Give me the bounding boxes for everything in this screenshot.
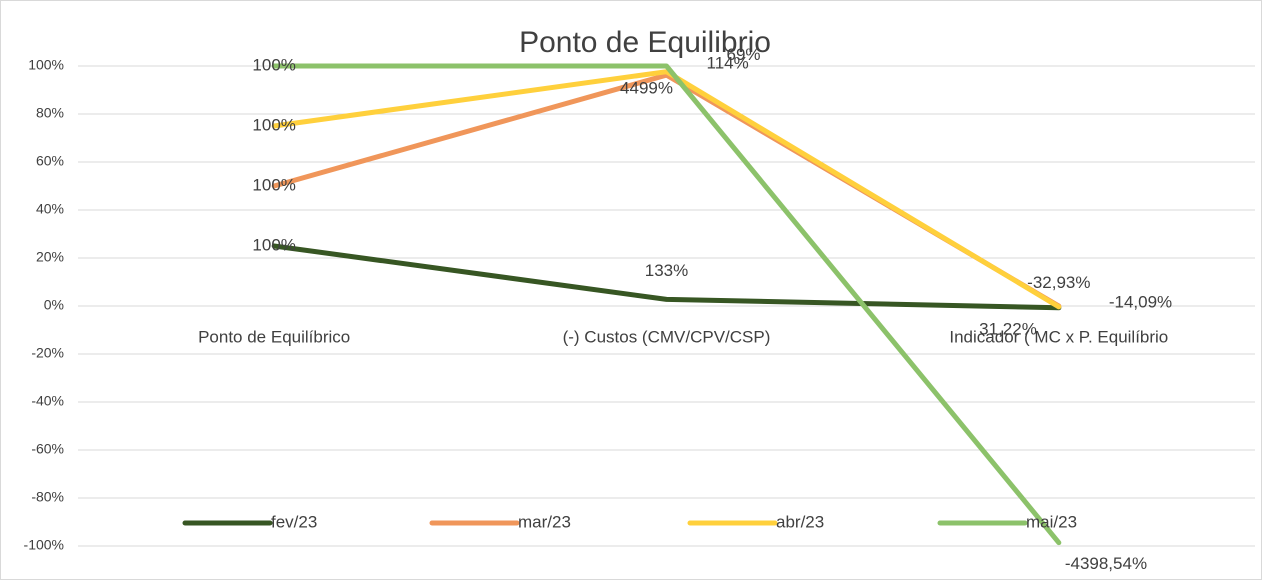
legend-label: fev/23 (271, 512, 317, 531)
x-tick-label: Indicador ( MC x P. Equilíbrio (949, 327, 1168, 346)
data-label: 133% (645, 261, 688, 280)
data-label: 114% (707, 53, 749, 72)
data-label: -32,93% (1027, 273, 1090, 292)
series-line (271, 243, 1062, 311)
y-tick-label: -60% (31, 441, 64, 457)
y-tick-label: 60% (36, 153, 64, 169)
x-tick-label: (-) Custos (CMV/CPV/CSP) (563, 327, 771, 346)
data-label: -14,09% (1109, 292, 1172, 311)
y-tick-label: 40% (36, 201, 64, 217)
legend-label: mai/23 (1026, 512, 1077, 531)
data-label: 100% (252, 175, 295, 194)
data-label: 100% (252, 55, 295, 74)
series-line (271, 69, 1062, 310)
data-label: 100% (252, 115, 295, 134)
y-tick-label: 80% (36, 105, 64, 121)
series-line (271, 63, 1062, 546)
data-label: 69% (727, 45, 761, 64)
data-label: 31,22% (979, 320, 1037, 339)
y-tick-label: -80% (31, 489, 64, 505)
y-tick-label: -100% (24, 537, 64, 553)
data-label: 4499% (620, 79, 673, 98)
y-tick-label: 100% (28, 57, 64, 73)
y-tick-label: 0% (44, 297, 64, 313)
legend-label: mar/23 (518, 512, 571, 531)
y-tick-label: -20% (31, 345, 64, 361)
data-label: -4398,54% (1065, 554, 1147, 573)
chart-title: Ponto de Equilibrio (519, 26, 771, 59)
legend-label: abr/23 (776, 512, 824, 531)
y-tick-label: -40% (31, 393, 64, 409)
x-tick-label: Ponto de Equilíbrico (198, 327, 350, 346)
y-tick-label: 20% (36, 249, 64, 265)
data-label: 100% (252, 235, 295, 254)
